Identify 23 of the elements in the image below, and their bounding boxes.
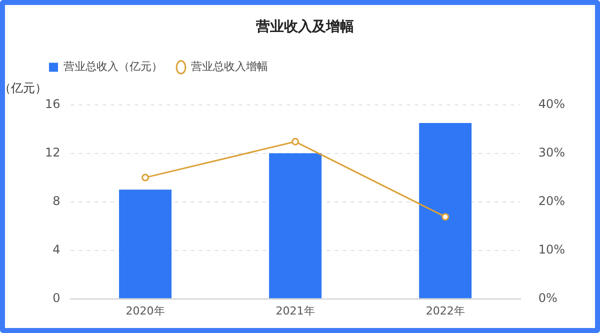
y2-tick-label: 0% <box>538 290 558 305</box>
y-tick-label: 16 <box>44 96 60 111</box>
chart-title: 营业收入及增幅 <box>255 19 354 36</box>
legend-label: 营业总收入增幅 <box>191 60 268 74</box>
y-axis-title: （亿元） <box>0 80 47 95</box>
legend-label: 营业总收入（亿元） <box>64 60 162 74</box>
y2-tick-label: 40% <box>538 96 565 111</box>
y-tick-label: 0 <box>52 290 60 305</box>
bar <box>419 122 472 298</box>
y2-tick-label: 20% <box>538 194 565 208</box>
x-tick-label: 2022年 <box>426 304 465 318</box>
y-tick-label: 12 <box>44 145 60 160</box>
bar <box>269 153 322 298</box>
y-tick-label: 4 <box>52 242 60 256</box>
point <box>142 174 150 182</box>
x-tick-label: 2021年 <box>276 304 315 318</box>
y2-tick-label: 30% <box>538 145 565 160</box>
point <box>442 213 450 221</box>
y2-tick-label: 10% <box>538 242 565 256</box>
bar <box>119 190 172 298</box>
x-tick-label: 2020年 <box>126 304 165 318</box>
y-tick-label: 8 <box>52 194 60 208</box>
point <box>292 138 300 146</box>
